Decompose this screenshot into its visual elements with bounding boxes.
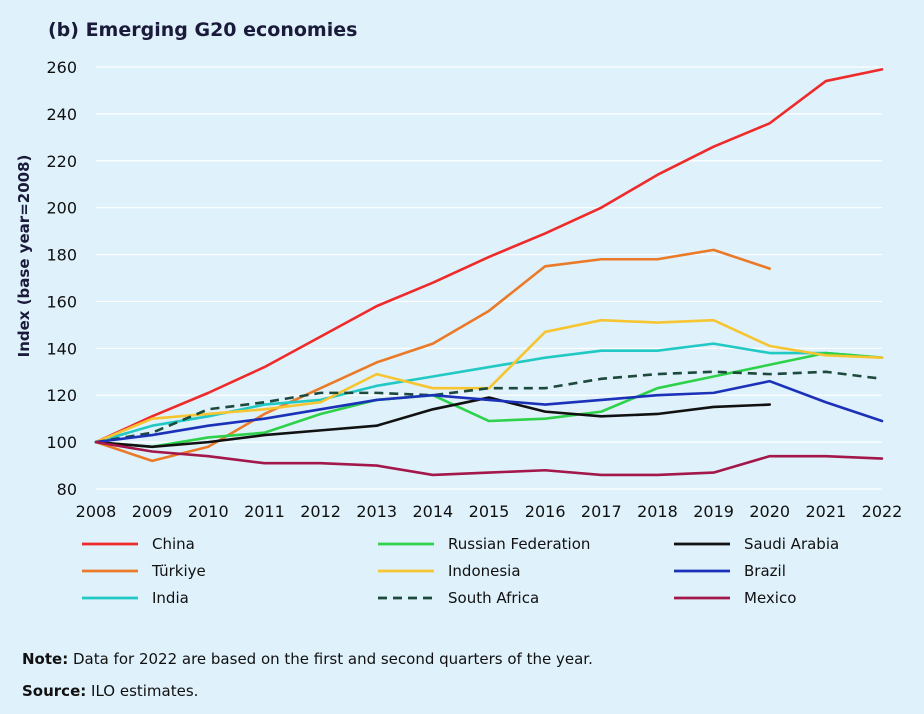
legend-item-india: India bbox=[82, 589, 189, 607]
chart-title: (b) Emerging G20 economies bbox=[48, 19, 357, 41]
legend-label: South Africa bbox=[448, 589, 539, 607]
legend-label: Indonesia bbox=[448, 562, 521, 580]
legend-item-indonesia: Indonesia bbox=[378, 562, 521, 580]
source-label: Source: bbox=[22, 682, 87, 700]
series-line-t-rkiye bbox=[94, 248, 772, 463]
legend-label: Brazil bbox=[744, 562, 786, 580]
legend-item-russian-federation: Russian Federation bbox=[378, 535, 590, 553]
legend: China Türkiye India Russian Federation Indon… bbox=[82, 535, 839, 607]
y-tick-label: 160 bbox=[46, 292, 77, 311]
source-text: ILO estimates. bbox=[86, 682, 199, 700]
legend-label: Russian Federation bbox=[448, 535, 590, 553]
note-label: Note: bbox=[22, 650, 69, 668]
grid-lines bbox=[96, 66, 882, 490]
series-lines bbox=[94, 68, 884, 477]
y-tick-label: 260 bbox=[46, 58, 77, 77]
x-tick-label: 2014 bbox=[412, 502, 453, 521]
x-tick-label: 2008 bbox=[76, 502, 117, 521]
y-tick-label: 80 bbox=[57, 480, 77, 499]
x-tick-label: 2012 bbox=[300, 502, 341, 521]
series-line-saudi-arabia bbox=[94, 396, 772, 449]
legend-item-brazil: Brazil bbox=[674, 562, 786, 580]
y-axis-label: Index (base year=2008) bbox=[15, 155, 33, 358]
y-tick-label: 220 bbox=[46, 152, 77, 171]
legend-item-saudi-arabia: Saudi Arabia bbox=[674, 535, 839, 553]
y-tick-label: 120 bbox=[46, 386, 77, 405]
legend-label: Mexico bbox=[744, 589, 796, 607]
series-line-brazil bbox=[94, 379, 884, 444]
chart-note: Note: Data for 2022 are based on the fir… bbox=[22, 650, 593, 668]
x-tick-label: 2011 bbox=[244, 502, 285, 521]
legend-item-mexico: Mexico bbox=[674, 589, 796, 607]
legend-item-china: China bbox=[82, 535, 195, 553]
x-axis-ticks: 2008 2009 2010 2011 2012 2013 2014 2015 2016 2017… bbox=[76, 502, 903, 521]
x-tick-label: 2018 bbox=[637, 502, 678, 521]
x-tick-label: 2015 bbox=[469, 502, 510, 521]
x-tick-label: 2009 bbox=[132, 502, 173, 521]
legend-item-t-rkiye: Türkiye bbox=[82, 562, 206, 580]
series-line-china bbox=[94, 68, 884, 444]
legend-label: India bbox=[152, 589, 189, 607]
series-line-south-africa bbox=[95, 370, 883, 444]
y-tick-label: 240 bbox=[46, 105, 77, 124]
series-line-indonesia bbox=[94, 318, 884, 444]
x-tick-label: 2010 bbox=[188, 502, 229, 521]
note-text: Data for 2022 are based on the first and… bbox=[68, 650, 593, 668]
series-line-russian-federation bbox=[94, 351, 884, 449]
x-tick-label: 2013 bbox=[356, 502, 397, 521]
y-tick-label: 200 bbox=[46, 199, 77, 218]
x-tick-label: 2017 bbox=[581, 502, 622, 521]
series-line-mexico bbox=[94, 440, 884, 477]
x-tick-label: 2020 bbox=[749, 502, 790, 521]
y-tick-label: 140 bbox=[46, 339, 77, 358]
series-line-india bbox=[94, 342, 884, 444]
x-tick-label: 2016 bbox=[525, 502, 566, 521]
legend-item-south-africa: South Africa bbox=[378, 589, 539, 607]
y-axis-ticks: 80 100 120 140 160 180 200 220 240 260 bbox=[46, 58, 77, 499]
legend-label: Saudi Arabia bbox=[744, 535, 839, 553]
y-tick-label: 100 bbox=[46, 433, 77, 452]
legend-label: China bbox=[152, 535, 195, 553]
chart-source: Source: ILO estimates. bbox=[22, 682, 198, 700]
x-tick-label: 2022 bbox=[862, 502, 903, 521]
x-tick-label: 2019 bbox=[693, 502, 734, 521]
legend-label: Türkiye bbox=[151, 562, 206, 580]
x-tick-label: 2021 bbox=[805, 502, 846, 521]
y-tick-label: 180 bbox=[46, 246, 77, 265]
